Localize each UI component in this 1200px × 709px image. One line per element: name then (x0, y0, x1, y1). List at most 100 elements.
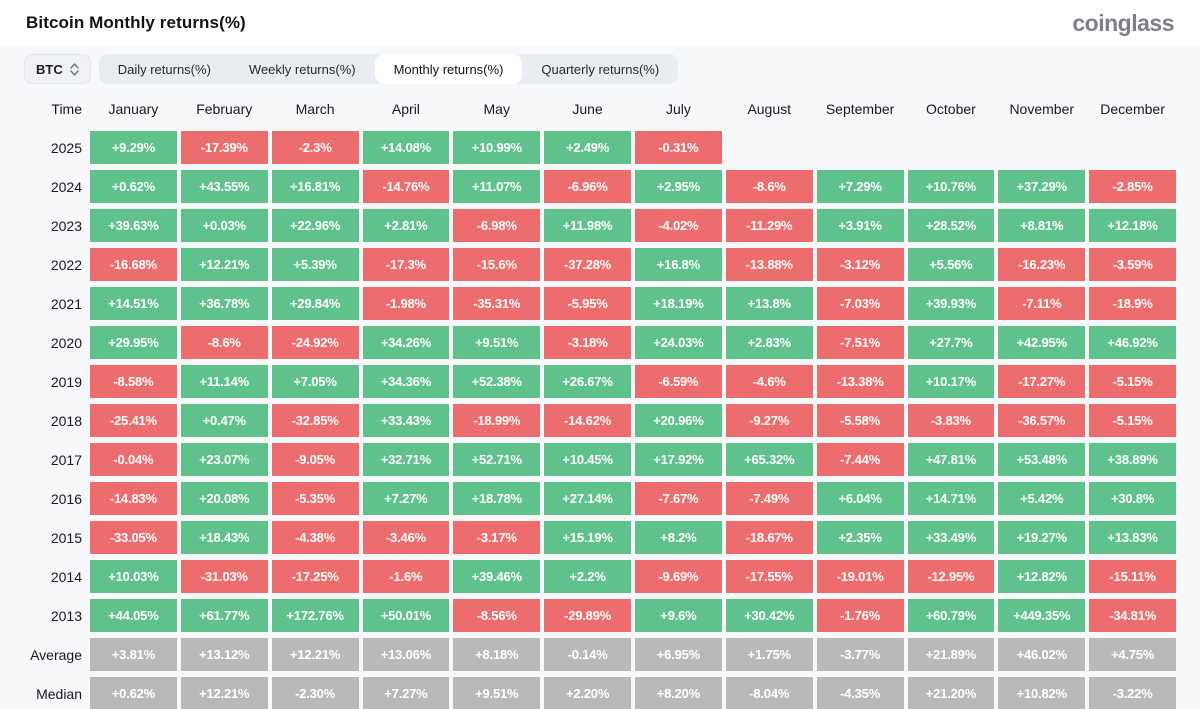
row-label: 2022 (50, 256, 82, 273)
return-cell: +449.35% (998, 599, 1086, 632)
return-cell: +34.26% (362, 326, 450, 359)
return-cell: +18.78% (453, 482, 541, 515)
return-cell: +7.05% (271, 365, 359, 398)
return-cell: -24.92% (271, 326, 359, 359)
return-cell: -3.12% (816, 248, 904, 281)
table-header-row: Time January February March April May June July… (24, 94, 1176, 124)
return-cell: -6.98% (453, 209, 541, 242)
column-header-month: February (196, 101, 253, 117)
return-cell: +3.91% (816, 209, 904, 242)
return-cell: -8.6% (180, 326, 268, 359)
return-cell: +60.79% (907, 599, 995, 632)
return-cell: +12.18% (1089, 209, 1176, 242)
return-cell: +0.62% (90, 170, 177, 203)
return-cell: +38.89% (1089, 443, 1176, 476)
return-cell: -9.05% (271, 443, 359, 476)
return-cell (817, 131, 904, 164)
tab-monthly-returns[interactable]: Monthly returns(%) (374, 54, 523, 84)
return-cell: -25.41% (90, 404, 177, 437)
row-label: 2013 (50, 607, 82, 624)
column-header-month: July (665, 101, 691, 117)
return-cell: +2.81% (362, 209, 450, 242)
tab-weekly-returns[interactable]: Weekly returns(%) (248, 61, 356, 77)
coin-select-dropdown[interactable]: BTC (24, 54, 91, 84)
return-cell: +36.78% (180, 287, 268, 320)
return-cell: +22.96% (271, 209, 359, 242)
return-cell: +11.98% (544, 209, 631, 242)
return-cell: +12.21% (180, 677, 268, 709)
return-cell: +23.07% (180, 443, 268, 476)
return-cell: +10.82% (998, 677, 1086, 709)
return-cell: -3.22% (1089, 677, 1176, 709)
return-cell: -18.9% (1089, 287, 1176, 320)
return-cell: +10.03% (90, 560, 177, 593)
returns-period-tabbar: Daily returns(%) Weekly returns(%) Month… (98, 54, 679, 84)
return-cell: +34.36% (362, 365, 450, 398)
return-cell: -7.03% (816, 287, 904, 320)
row-label: 2014 (50, 568, 82, 585)
return-cell: -18.99% (453, 404, 541, 437)
return-cell: +13.8% (725, 287, 813, 320)
return-cell: -4.38% (271, 521, 359, 554)
table-row: 2016 -14.83% +20.08% -5.35% +7.27% +18.78% +27… (24, 482, 1176, 515)
return-cell: +18.43% (180, 521, 268, 554)
return-cell: -6.59% (635, 365, 722, 398)
return-cell: +5.39% (271, 248, 359, 281)
return-cell: -17.55% (725, 560, 813, 593)
return-cell: +53.48% (998, 443, 1086, 476)
return-cell: -3.59% (1089, 248, 1176, 281)
return-cell: +9.51% (453, 326, 541, 359)
return-cell: +0.47% (180, 404, 268, 437)
return-cell: +2.2% (544, 560, 631, 593)
coinglass-logo[interactable]: coinglass (1072, 9, 1174, 36)
return-cell: +2.35% (816, 521, 904, 554)
column-header-month: October (926, 101, 976, 117)
return-cell: -12.95% (907, 560, 995, 593)
return-cell: +172.76% (271, 599, 359, 632)
return-cell: -37.28% (544, 248, 631, 281)
column-header-month: November (1009, 101, 1075, 117)
return-cell: +37.29% (998, 170, 1086, 203)
return-cell: -4.35% (816, 677, 904, 709)
table-row: Average +3.81% +13.12% +12.21% +13.06% +8.18%… (24, 638, 1176, 671)
return-cell: -3.17% (453, 521, 541, 554)
return-cell: +52.71% (453, 443, 541, 476)
return-cell: -8.6% (725, 170, 813, 203)
return-cell: +1.75% (725, 638, 813, 671)
tab-quarterly-returns[interactable]: Quarterly returns(%) (541, 61, 660, 77)
return-cell: +29.95% (90, 326, 177, 359)
row-label: 2025 (50, 139, 82, 156)
return-cell: +9.29% (90, 131, 177, 164)
return-cell: -11.29% (725, 209, 813, 242)
return-cell: +13.12% (180, 638, 268, 671)
table-row: 2025 +9.29% -17.39% -2.3% +14.08% +10.99% +2.4… (24, 131, 1176, 164)
return-cell: +46.02% (998, 638, 1086, 671)
return-cell: +0.03% (180, 209, 268, 242)
return-cell: +2.95% (635, 170, 722, 203)
return-cell: -7.11% (998, 287, 1086, 320)
return-cell: +46.92% (1089, 326, 1176, 359)
return-cell: +26.67% (544, 365, 631, 398)
return-cell: +50.01% (362, 599, 450, 632)
return-cell: +8.2% (635, 521, 722, 554)
return-cell: -18.67% (725, 521, 813, 554)
return-cell: +24.03% (635, 326, 722, 359)
return-cell: -0.31% (635, 131, 722, 164)
return-cell: +16.8% (635, 248, 722, 281)
table-row: 2018 -25.41% +0.47% -32.85% +33.43% -18.99% -1… (24, 404, 1176, 437)
return-cell: -3.46% (362, 521, 450, 554)
return-cell: +8.81% (998, 209, 1086, 242)
row-label: 2020 (50, 334, 82, 351)
return-cell: +9.51% (453, 677, 541, 709)
return-cell: +0.62% (90, 677, 177, 709)
return-cell: -14.62% (544, 404, 631, 437)
return-cell: +8.20% (635, 677, 722, 709)
tab-daily-returns[interactable]: Daily returns(%) (117, 61, 211, 77)
return-cell: +6.04% (816, 482, 904, 515)
return-cell: -5.15% (1089, 404, 1176, 437)
return-cell (998, 131, 1085, 164)
return-cell: -8.04% (725, 677, 813, 709)
return-cell: -8.56% (453, 599, 541, 632)
return-cell: +30.42% (725, 599, 813, 632)
table-row: 2013 +44.05% +61.77% +172.76% +50.01% -8.56% -… (24, 599, 1176, 632)
